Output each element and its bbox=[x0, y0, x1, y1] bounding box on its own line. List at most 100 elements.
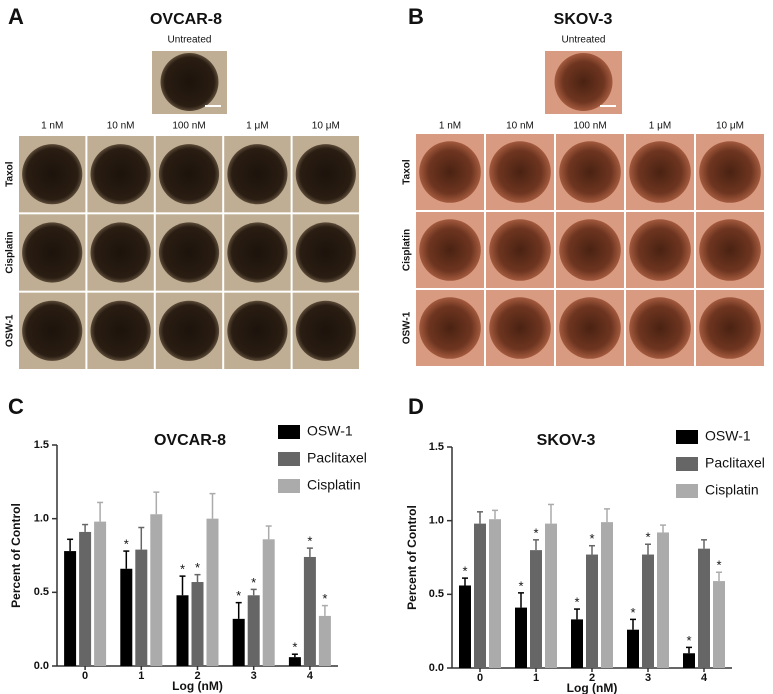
x-tick-label: 2 bbox=[194, 670, 200, 682]
spheroid bbox=[489, 297, 551, 359]
spheroid bbox=[699, 297, 761, 359]
significance-marker: * bbox=[236, 588, 241, 603]
chart-title: OVCAR-8 bbox=[154, 432, 226, 449]
x-tick-label: 0 bbox=[477, 672, 483, 684]
spheroid bbox=[160, 53, 219, 111]
spheroid bbox=[554, 53, 613, 111]
y-tick-label: 1.5 bbox=[34, 439, 49, 451]
spheroid bbox=[295, 144, 356, 205]
significance-marker: * bbox=[574, 595, 579, 610]
spheroid bbox=[559, 297, 621, 359]
bar bbox=[545, 523, 557, 668]
spheroid bbox=[699, 141, 761, 203]
x-tick-label: 0 bbox=[82, 670, 88, 682]
row-label: Taxol bbox=[5, 161, 16, 187]
chart-title: SKOV-3 bbox=[537, 432, 596, 449]
bar bbox=[206, 518, 219, 666]
y-tick-label: 1.5 bbox=[429, 441, 444, 453]
bar bbox=[288, 657, 301, 666]
y-tick-label: 0.0 bbox=[34, 660, 49, 672]
bar bbox=[642, 554, 654, 668]
significance-marker: * bbox=[307, 534, 312, 549]
bar bbox=[601, 522, 613, 668]
significance-marker: * bbox=[292, 640, 297, 655]
bar bbox=[571, 619, 583, 668]
panel-letter: A bbox=[8, 4, 24, 29]
panel-letter: C bbox=[8, 394, 24, 419]
legend-swatch bbox=[278, 452, 300, 466]
panel-letter: B bbox=[408, 4, 424, 29]
spheroid bbox=[158, 300, 220, 361]
significance-marker: * bbox=[533, 525, 538, 540]
bar bbox=[515, 607, 527, 668]
bar bbox=[318, 615, 331, 666]
spheroid bbox=[559, 219, 621, 281]
legend-swatch bbox=[676, 430, 698, 444]
bar bbox=[94, 521, 107, 666]
y-tick-label: 0.0 bbox=[429, 662, 444, 674]
y-tick-label: 1.0 bbox=[429, 515, 444, 527]
bar bbox=[489, 519, 501, 668]
column-label: 10 nM bbox=[506, 121, 534, 132]
bar bbox=[64, 551, 77, 666]
x-tick-label: 1 bbox=[533, 672, 539, 684]
spheroid bbox=[419, 141, 481, 203]
spheroid bbox=[489, 141, 551, 203]
bar bbox=[657, 532, 669, 668]
column-label: 10 μM bbox=[312, 121, 340, 132]
x-axis-label: Log (nM) bbox=[567, 681, 618, 694]
spheroid bbox=[90, 300, 151, 361]
spheroid bbox=[419, 219, 481, 281]
y-axis-label: Percent of Control bbox=[405, 505, 419, 610]
bar bbox=[713, 581, 725, 668]
spheroid bbox=[158, 144, 220, 205]
legend-label: Paclitaxel bbox=[307, 450, 367, 466]
bar bbox=[459, 585, 471, 668]
bar bbox=[135, 549, 148, 666]
spheroid bbox=[629, 141, 691, 203]
spheroid bbox=[559, 141, 621, 203]
legend-swatch bbox=[676, 484, 698, 498]
bar bbox=[150, 514, 163, 666]
bar bbox=[627, 629, 639, 668]
legend-label: OSW-1 bbox=[705, 428, 751, 444]
legend-label: Paclitaxel bbox=[705, 455, 765, 471]
bar bbox=[474, 523, 486, 668]
column-label: 1 nM bbox=[41, 121, 63, 132]
x-tick-label: 3 bbox=[645, 672, 651, 684]
legend-swatch bbox=[278, 479, 300, 493]
panel-title: SKOV-3 bbox=[554, 11, 613, 28]
spheroid bbox=[699, 219, 761, 281]
legend-swatch bbox=[278, 425, 300, 439]
significance-marker: * bbox=[124, 537, 129, 552]
significance-marker: * bbox=[322, 591, 327, 606]
spheroid bbox=[629, 219, 691, 281]
bar bbox=[191, 582, 204, 666]
row-label: Taxol bbox=[402, 159, 413, 185]
bar bbox=[262, 539, 275, 666]
spheroid bbox=[90, 144, 151, 205]
panel-letter: D bbox=[408, 394, 424, 419]
spheroid bbox=[227, 300, 288, 361]
row-label: OSW-1 bbox=[402, 311, 413, 344]
spheroid bbox=[227, 144, 288, 205]
bar bbox=[79, 531, 92, 666]
significance-marker: * bbox=[686, 633, 691, 648]
y-tick-label: 1.0 bbox=[34, 513, 49, 525]
x-tick-label: 1 bbox=[138, 670, 144, 682]
bar bbox=[120, 568, 133, 666]
bar bbox=[683, 653, 695, 668]
y-tick-label: 0.5 bbox=[34, 586, 49, 598]
legend-label: Cisplatin bbox=[705, 482, 759, 498]
spheroid bbox=[22, 300, 83, 361]
spheroid bbox=[629, 297, 691, 359]
column-label: 100 nM bbox=[573, 121, 606, 132]
x-tick-label: 3 bbox=[251, 670, 257, 682]
spheroid bbox=[22, 222, 83, 283]
significance-marker: * bbox=[462, 564, 467, 579]
row-label: OSW-1 bbox=[5, 314, 16, 347]
reference-label: Untreated bbox=[562, 35, 606, 46]
bar bbox=[698, 548, 710, 668]
row-label: Cisplatin bbox=[5, 231, 16, 273]
